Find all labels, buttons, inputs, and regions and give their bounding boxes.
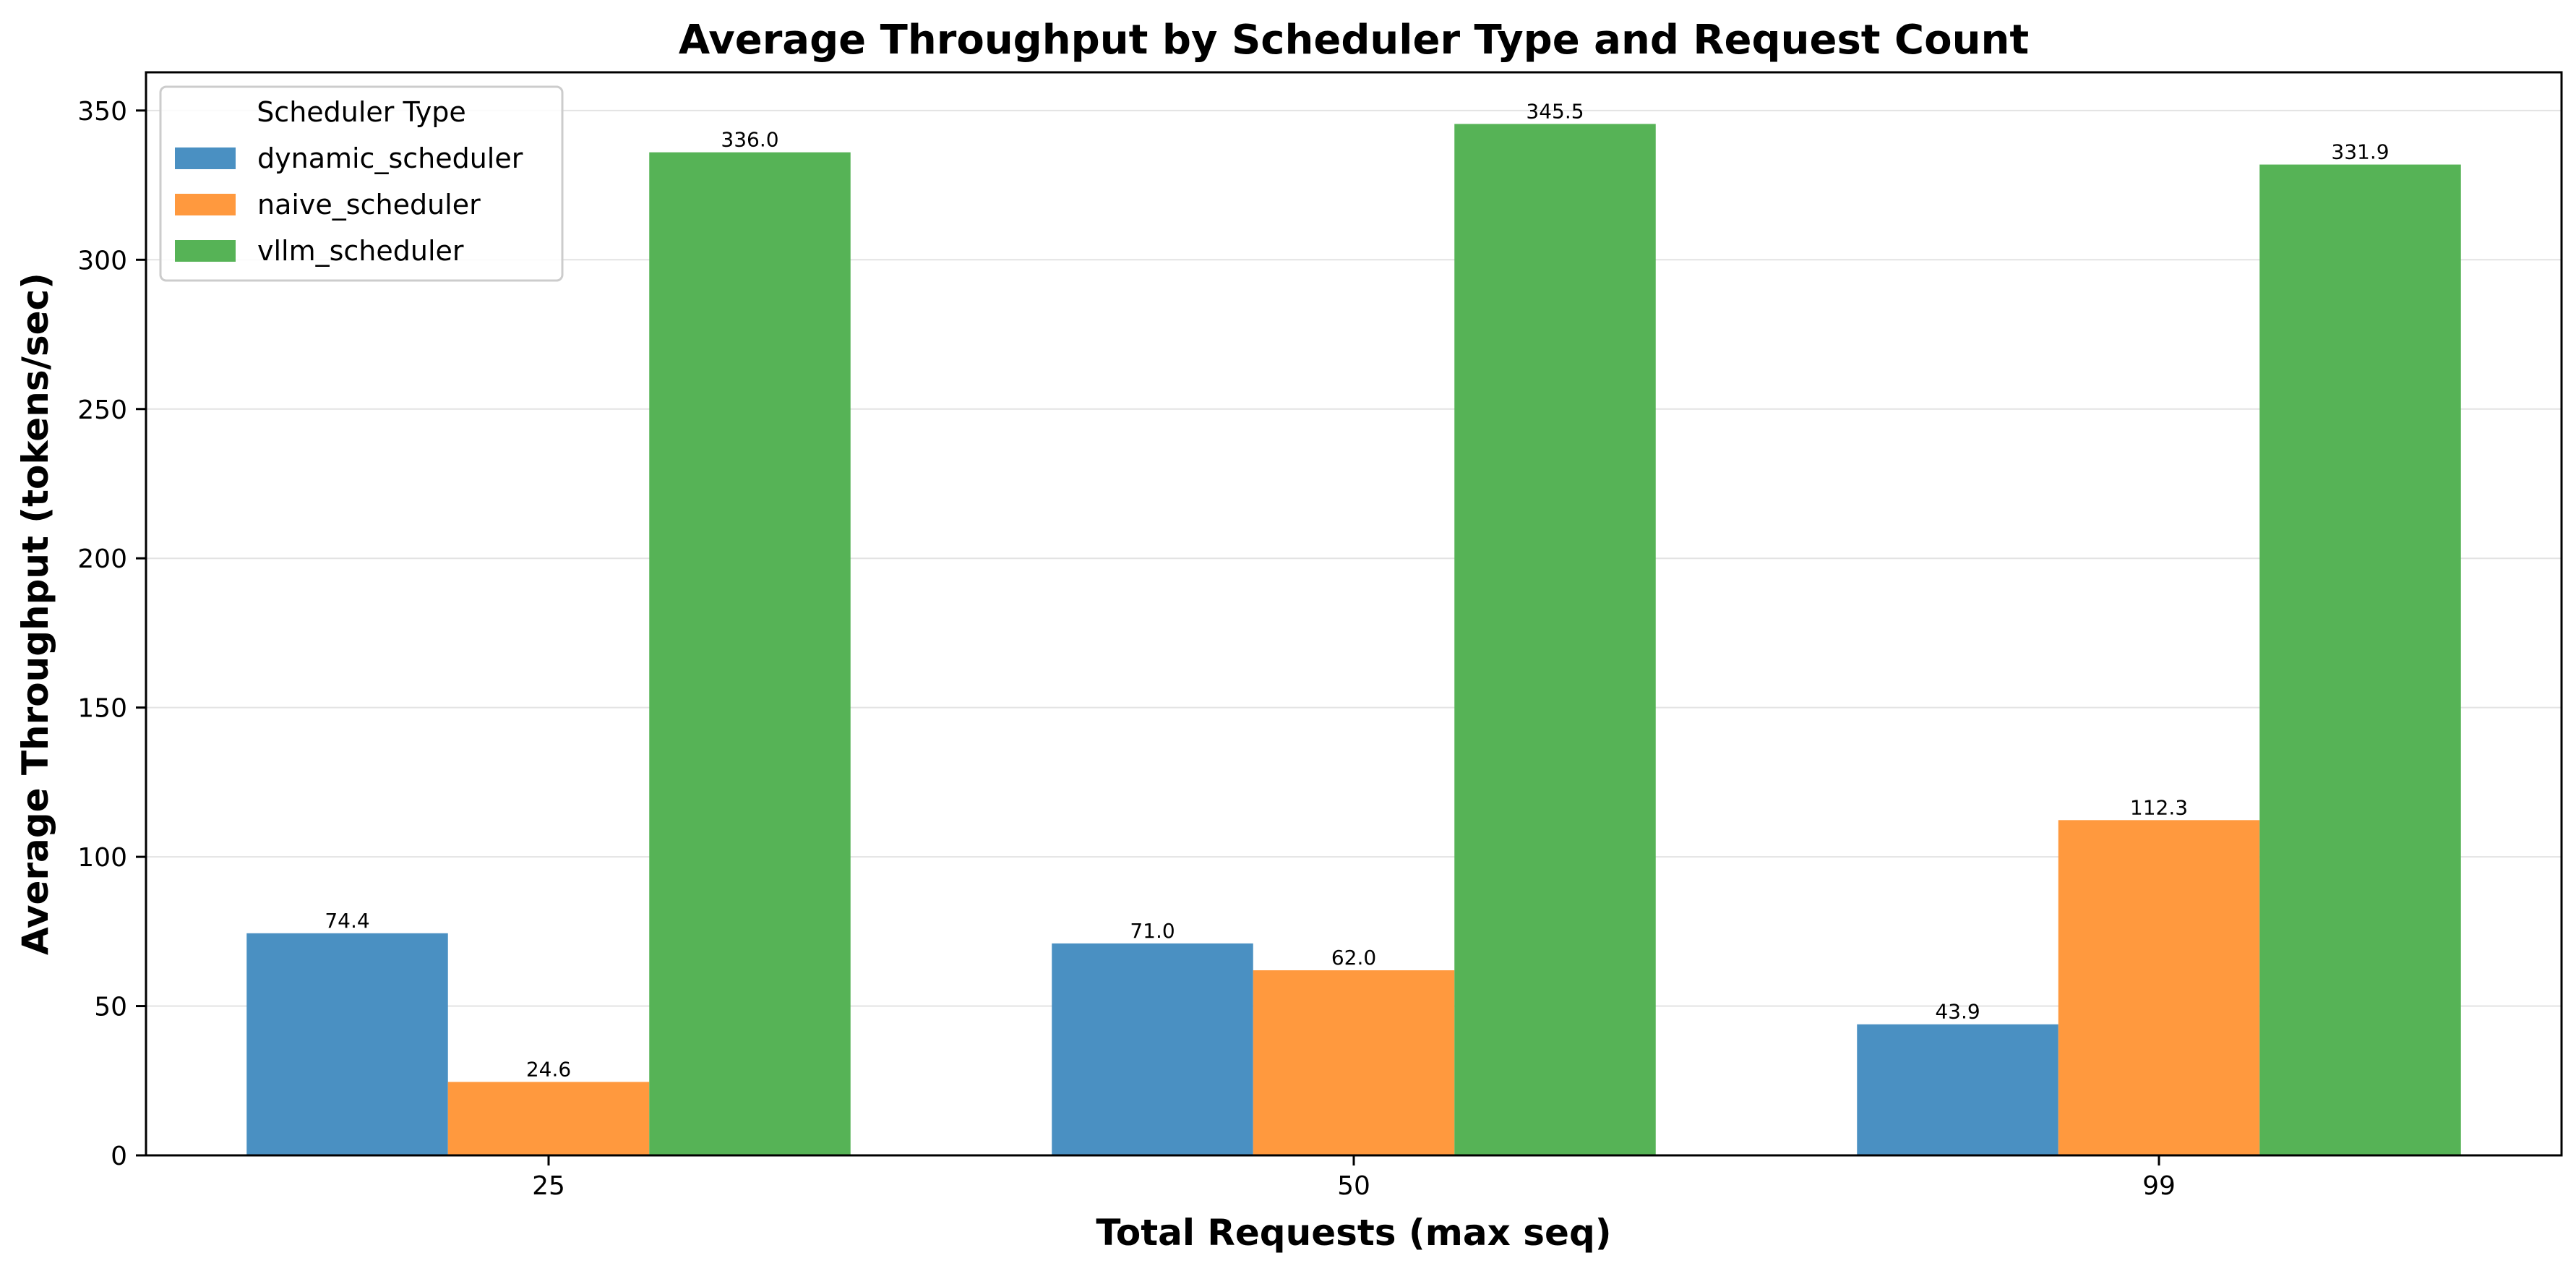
y-axis-label: Average Throughput (tokens/sec) [14, 273, 56, 955]
y-tick-label: 200 [77, 544, 127, 574]
y-tick-label: 350 [77, 97, 127, 127]
y-tick-label: 250 [77, 395, 127, 425]
x-tick-label: 25 [532, 1171, 565, 1201]
x-tick-label: 99 [2142, 1171, 2176, 1201]
legend-label-dynamic_scheduler: dynamic_scheduler [257, 142, 523, 174]
legend-label-naive_scheduler: naive_scheduler [257, 189, 481, 221]
legend-items: dynamic_scheduler naive_scheduler vllm_sch… [175, 142, 523, 267]
bar-vllm_scheduler-99 [2259, 164, 2461, 1156]
x-axis-label: Total Requests (max seq) [1096, 1212, 1611, 1254]
bar-dynamic_scheduler-50 [1052, 943, 1253, 1155]
y-tick-label: 50 [94, 993, 127, 1022]
data-label-dynamic_scheduler-99: 43.9 [1935, 1000, 1980, 1024]
data-label-vllm_scheduler-25: 336.0 [721, 128, 778, 152]
legend: Scheduler Type dynamic_scheduler naive_sc… [159, 85, 564, 282]
y-tick-label: 300 [77, 246, 127, 275]
data-label-dynamic_scheduler-25: 74.4 [325, 909, 369, 933]
bar-naive_scheduler-50 [1253, 970, 1455, 1155]
legend-swatch-vllm_scheduler [175, 240, 236, 262]
bar-dynamic_scheduler-99 [1857, 1024, 2058, 1155]
y-tick-label: 100 [77, 843, 127, 873]
data-label-vllm_scheduler-50: 345.5 [1526, 99, 1584, 123]
data-label-vllm_scheduler-99: 331.9 [2331, 140, 2389, 164]
bar-naive_scheduler-99 [2058, 820, 2260, 1155]
legend-title: Scheduler Type [257, 96, 466, 128]
bars [246, 124, 2461, 1156]
bar-vllm_scheduler-50 [1454, 124, 1656, 1155]
legend-swatch-dynamic_scheduler [175, 147, 236, 169]
data-labels: 74.4 24.6 336.0 71.0 62.0 345.5 43.9 112.3 331.9 [325, 99, 2389, 1081]
data-label-naive_scheduler-50: 62.0 [1331, 946, 1376, 970]
x-tick-label: 50 [1337, 1171, 1370, 1201]
bar-dynamic_scheduler-25 [246, 933, 448, 1155]
bar-vllm_scheduler-25 [649, 152, 851, 1155]
legend-swatch-naive_scheduler [175, 194, 236, 215]
data-label-naive_scheduler-99: 112.3 [2130, 795, 2188, 819]
axis-ticks: 0 50 100 150 200 250 300 350 25 50 99 [77, 97, 2176, 1201]
y-tick-label: 150 [77, 694, 127, 724]
data-label-dynamic_scheduler-50: 71.0 [1130, 919, 1175, 943]
legend-label-vllm_scheduler: vllm_scheduler [257, 235, 464, 267]
legend-box [159, 85, 564, 282]
data-label-naive_scheduler-25: 24.6 [526, 1057, 571, 1081]
bar-naive_scheduler-25 [447, 1082, 650, 1155]
chart-title: Average Throughput by Scheduler Type and… [679, 17, 2029, 64]
y-tick-label: 0 [111, 1142, 127, 1171]
